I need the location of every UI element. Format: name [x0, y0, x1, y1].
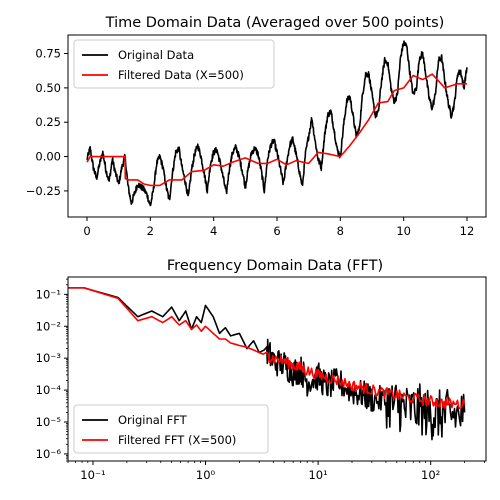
x-tick-label: 2: [147, 224, 154, 238]
time-domain-legend: Original Data Filtered Data (X=500): [73, 39, 275, 89]
y-tick-label: 10⁻³: [36, 351, 62, 365]
y-tick-label: 0.75: [35, 47, 61, 61]
x-tick-label: 8: [337, 224, 344, 238]
frequency-domain-axes: Frequency Domain Data (FFT) 10⁻¹ 10⁰ 10¹ 10…: [36, 258, 487, 482]
series-line-original-data: [86, 40, 468, 207]
legend-label-filtered-data: Filtered Data (X=500): [118, 68, 244, 82]
x-tick-label: 10²: [421, 468, 440, 482]
time-domain-axes: Time Domain Data (Averaged over 500 poin…: [26, 15, 487, 238]
frequency-domain-legend: Original FFT Filtered FFT (X=500): [73, 404, 269, 454]
time-domain-title: Time Domain Data (Averaged over 500 poin…: [105, 15, 445, 31]
y-tick-label: 10⁻⁴: [36, 383, 62, 397]
y-tick-label: 10⁻²: [36, 319, 61, 333]
series-line-filtered-fft-x-500: [68, 287, 466, 410]
x-tick-label: 10⁰: [196, 468, 216, 482]
y-tick-label: 0.50: [35, 81, 61, 95]
x-tick-label: 10⁻¹: [80, 468, 105, 482]
x-tick-label: 6: [273, 224, 280, 238]
y-tick-label: 0.00: [35, 150, 61, 164]
x-tick-label: 4: [210, 224, 217, 238]
series-line-filtered-data-x-500: [86, 73, 467, 187]
y-tick-label: 10⁻¹: [36, 287, 61, 301]
series-line-original-fft: [68, 287, 466, 441]
y-tick-label: 0.25: [35, 115, 61, 129]
frequency-domain-frame: [67, 276, 487, 462]
x-tick-label: 10: [396, 224, 411, 238]
legend-label-filtered-fft: Filtered FFT (X=500): [118, 433, 236, 447]
legend-label-original-data: Original Data: [118, 48, 194, 62]
time-domain-legend-box: [73, 39, 275, 89]
y-tick-label: −0.25: [26, 184, 61, 198]
legend-label-original-fft: Original FFT: [118, 413, 188, 427]
y-tick-label: 10⁻⁵: [36, 415, 62, 429]
x-tick-label: 0: [83, 224, 90, 238]
frequency-domain-legend-box: [73, 404, 269, 454]
x-tick-label: 10¹: [308, 468, 327, 482]
x-tick-label: 12: [460, 224, 475, 238]
frequency-domain-title: Frequency Domain Data (FFT): [167, 258, 383, 274]
y-tick-label: 10⁻⁶: [36, 447, 62, 461]
